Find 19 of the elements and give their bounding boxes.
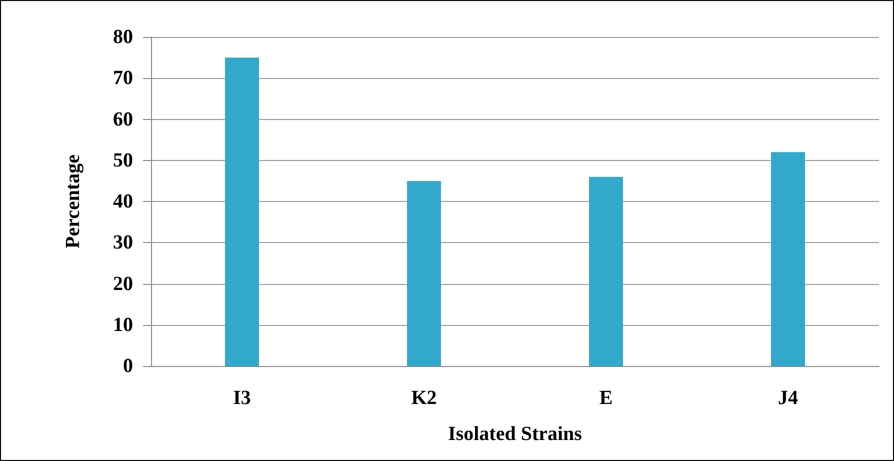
y-tick-label: 30 xyxy=(113,232,133,254)
y-tick-label: 80 xyxy=(113,26,133,48)
x-axis-title: Isolated Strains xyxy=(448,423,582,445)
y-tick-label: 70 xyxy=(113,67,133,90)
bar xyxy=(589,176,623,366)
y-axis-title: Percentage xyxy=(62,154,84,249)
bar xyxy=(771,152,805,366)
bar xyxy=(407,180,441,366)
y-tick-label: 60 xyxy=(113,108,133,130)
y-tick-label: 0 xyxy=(123,355,133,377)
y-tick-label: 20 xyxy=(113,272,133,295)
x-tick-label: K2 xyxy=(411,387,437,409)
x-tick-label: E xyxy=(599,387,613,409)
y-tick-label: 40 xyxy=(113,190,133,212)
x-tick-label: I3 xyxy=(233,387,251,409)
y-tick-label: 10 xyxy=(113,314,133,336)
x-tick-label: J4 xyxy=(778,387,798,409)
y-tick-label: 50 xyxy=(113,149,133,172)
bar xyxy=(225,58,259,366)
